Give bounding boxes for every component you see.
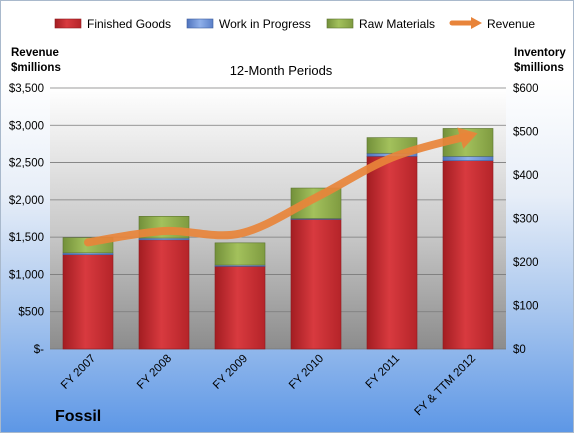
gridlines	[50, 87, 506, 350]
bar-finished-goods	[214, 266, 266, 350]
legend-swatch-work-in-progress	[186, 18, 214, 29]
left-tick-label: $500	[18, 307, 44, 319]
legend-label-revenue: Revenue	[487, 17, 535, 31]
left-tick-label: $-	[34, 344, 44, 356]
bar-finished-goods	[366, 155, 418, 350]
right-axis-title-line2: $millions	[514, 62, 564, 74]
legend-item-revenue[interactable]: Revenue	[449, 17, 535, 31]
right-tick-label: $400	[513, 170, 539, 182]
left-tick-label: $3,500	[9, 83, 44, 95]
left-tick-label: $3,000	[9, 120, 44, 132]
legend-label-finished-goods: Finished Goods	[87, 17, 171, 31]
legend-item-raw-materials[interactable]: Raw Materials	[326, 17, 435, 31]
x-tick-label: FY 2010	[287, 353, 326, 392]
left-tick-label: $2,000	[9, 195, 44, 207]
right-axis-title-line1: Inventory	[514, 47, 566, 59]
bar-finished-goods	[290, 219, 342, 350]
legend-item-finished-goods[interactable]: Finished Goods	[54, 17, 171, 31]
legend-label-work-in-progress: Work in Progress	[219, 17, 311, 31]
left-axis-title-line1: Revenue	[11, 47, 59, 59]
legend: Finished Goods Work in Progress Raw Mate…	[54, 17, 535, 31]
revenue-line	[84, 127, 478, 247]
bar-finished-goods	[442, 160, 494, 350]
x-tick-label: FY 2011	[364, 353, 402, 391]
legend-swatch-raw-materials	[326, 18, 354, 29]
x-axis-ticks: FY 2007 FY 2008 FY 2009 FY 2010 FY 2011 FY & …	[59, 353, 478, 419]
bar-finished-goods	[138, 239, 190, 350]
legend-item-work-in-progress[interactable]: Work in Progress	[186, 17, 311, 31]
right-tick-label: $300	[513, 214, 539, 226]
bars	[62, 128, 494, 350]
right-tick-label: $100	[513, 301, 539, 313]
bar-raw-materials	[214, 242, 266, 266]
left-tick-label: $2,500	[9, 158, 44, 170]
revenue-line-path	[84, 131, 472, 247]
bar-finished-goods	[62, 254, 114, 350]
company-name: Fossil	[55, 408, 101, 425]
legend-arrow-revenue	[471, 17, 482, 29]
legend-label-raw-materials: Raw Materials	[359, 17, 435, 31]
left-tick-label: $1,500	[9, 232, 44, 244]
right-tick-label: $600	[513, 83, 539, 95]
chart-subtitle: 12-Month Periods	[230, 63, 333, 78]
right-tick-label: $0	[513, 344, 526, 356]
bar-work-in-progress	[442, 155, 494, 161]
x-tick-label: FY 2007	[59, 353, 98, 392]
left-axis-ticks: $- $500 $1,000 $1,500 $2,000 $2,500 $3,000 $3,5…	[9, 83, 44, 356]
right-tick-label: $500	[513, 127, 539, 139]
right-tick-label: $200	[513, 257, 539, 269]
x-tick-label: FY 2009	[211, 353, 250, 392]
left-axis-title-line2: $millions	[11, 62, 61, 74]
revenue-arrow-head	[457, 127, 478, 149]
left-tick-label: $1,000	[9, 269, 44, 281]
right-axis-ticks: $0 $100 $200 $300 $400 $500 $600	[513, 83, 539, 356]
x-tick-label: FY 2008	[135, 353, 174, 392]
legend-swatch-finished-goods	[54, 18, 82, 29]
x-tick-label: FY & TTM 2012	[413, 353, 479, 419]
